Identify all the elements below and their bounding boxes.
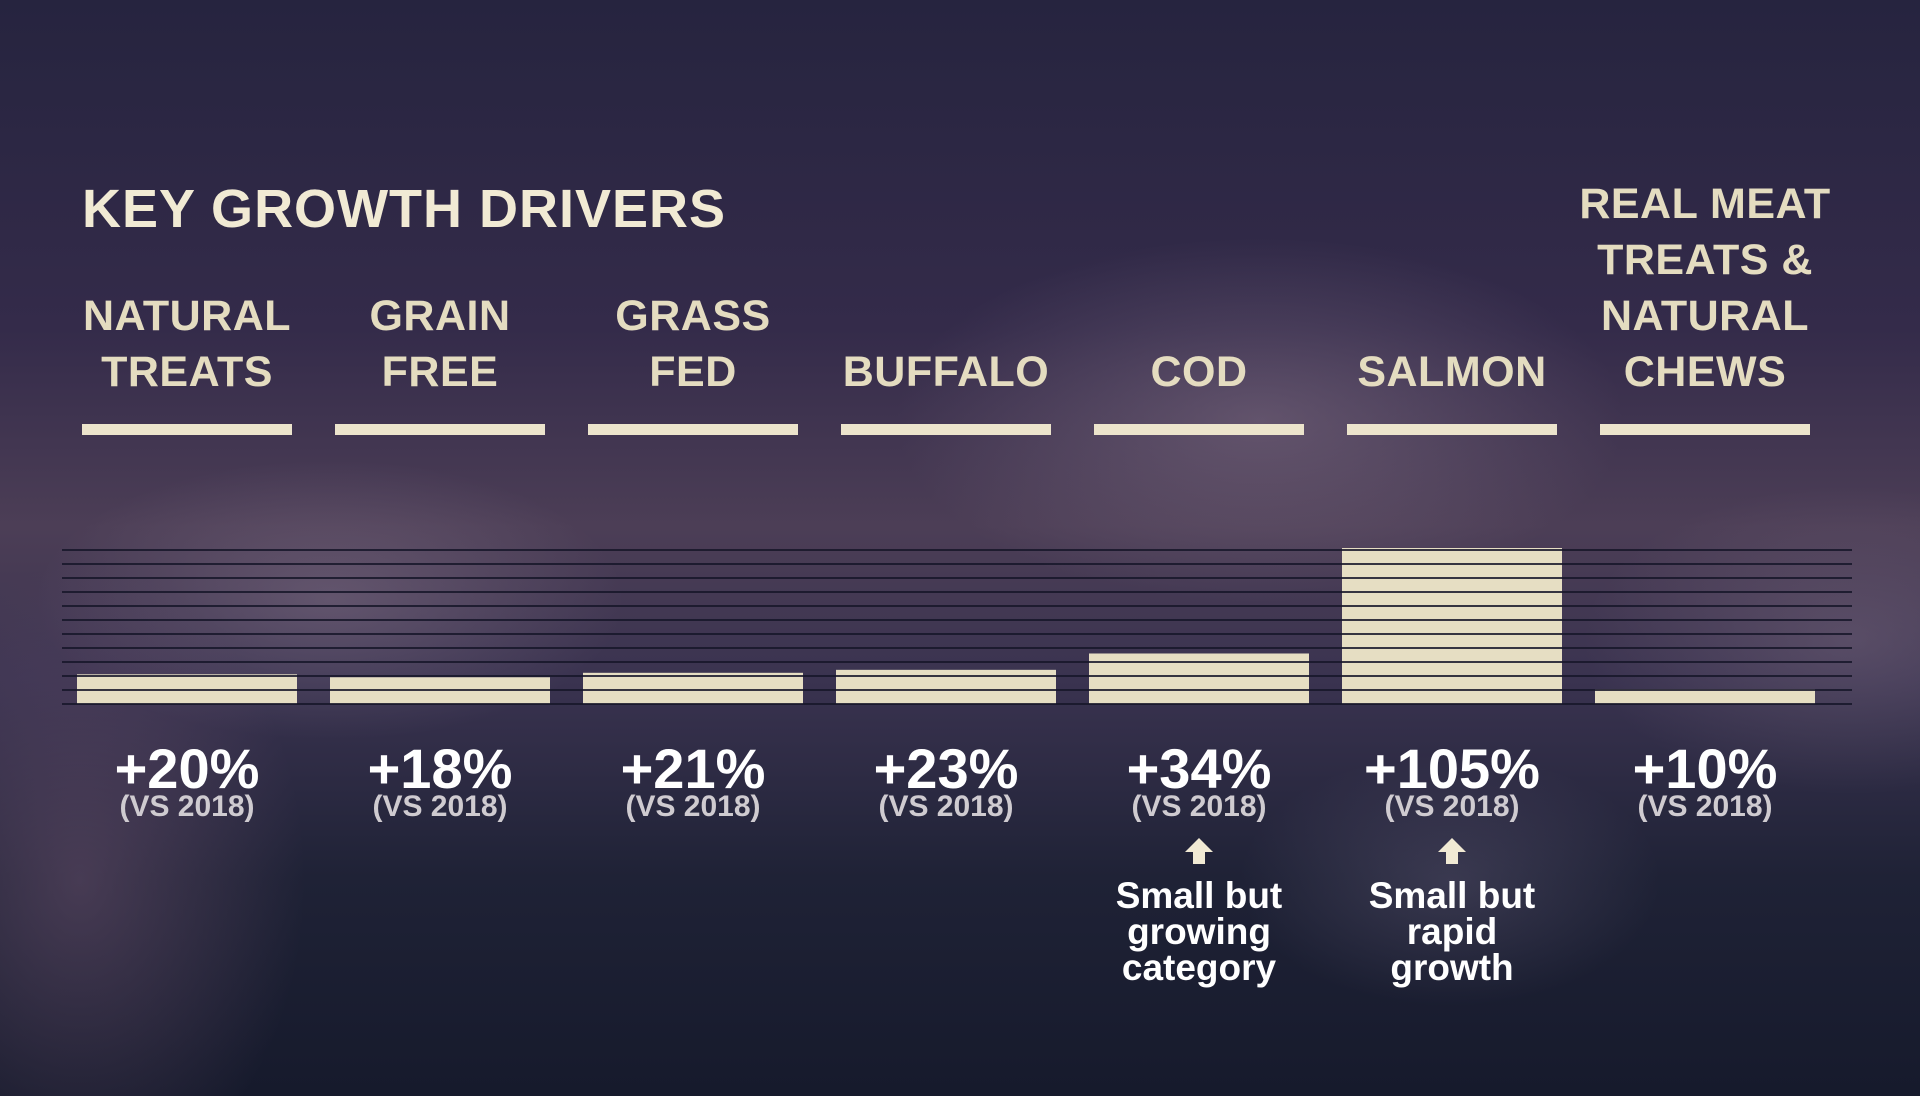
arrow-up-icon (1071, 836, 1327, 868)
comparison-label: (VS 2018) (625, 790, 761, 823)
category-label: COD (1150, 348, 1248, 396)
value-label: +20% (114, 737, 260, 800)
comparison-label: (VS 2018) (1131, 790, 1267, 823)
value-label: +10% (1632, 737, 1778, 800)
category-underline (335, 424, 545, 435)
category-label: BUFFALO (842, 348, 1050, 396)
annotation-note: Small but rapid growth (1368, 875, 1536, 988)
category-underline (588, 424, 798, 435)
comparison-label: (VS 2018) (878, 790, 1014, 823)
arrow-up-icon (1324, 836, 1580, 868)
annotation-note: Small but growing category (1115, 875, 1283, 988)
comparison-label: (VS 2018) (119, 790, 255, 823)
background-shade (0, 520, 520, 1096)
category-underline (82, 424, 292, 435)
category-underline (1094, 424, 1304, 435)
category-underline (1600, 424, 1810, 435)
comparison-label: (VS 2018) (372, 790, 508, 823)
category-label: REAL MEAT TREATS & NATURAL CHEWS (1579, 180, 1831, 396)
category-underline (841, 424, 1051, 435)
value-label: +23% (873, 737, 1019, 800)
bar (836, 669, 1056, 704)
bar (1342, 548, 1562, 704)
category-label: NATURAL TREATS (82, 292, 292, 396)
comparison-label: (VS 2018) (1384, 790, 1520, 823)
bar (583, 672, 803, 704)
page-title: KEY GROWTH DRIVERS (82, 179, 727, 239)
category-label: GRAIN FREE (369, 292, 511, 396)
category-label: SALMON (1357, 348, 1547, 396)
category-underline (1347, 424, 1557, 435)
value-label: +21% (620, 737, 766, 800)
category-label: GRASS FED (615, 292, 771, 396)
value-label: +105% (1364, 737, 1540, 800)
value-label: +18% (367, 737, 513, 800)
comparison-label: (VS 2018) (1637, 790, 1773, 823)
value-label: +34% (1126, 737, 1272, 800)
bar (1595, 689, 1815, 704)
